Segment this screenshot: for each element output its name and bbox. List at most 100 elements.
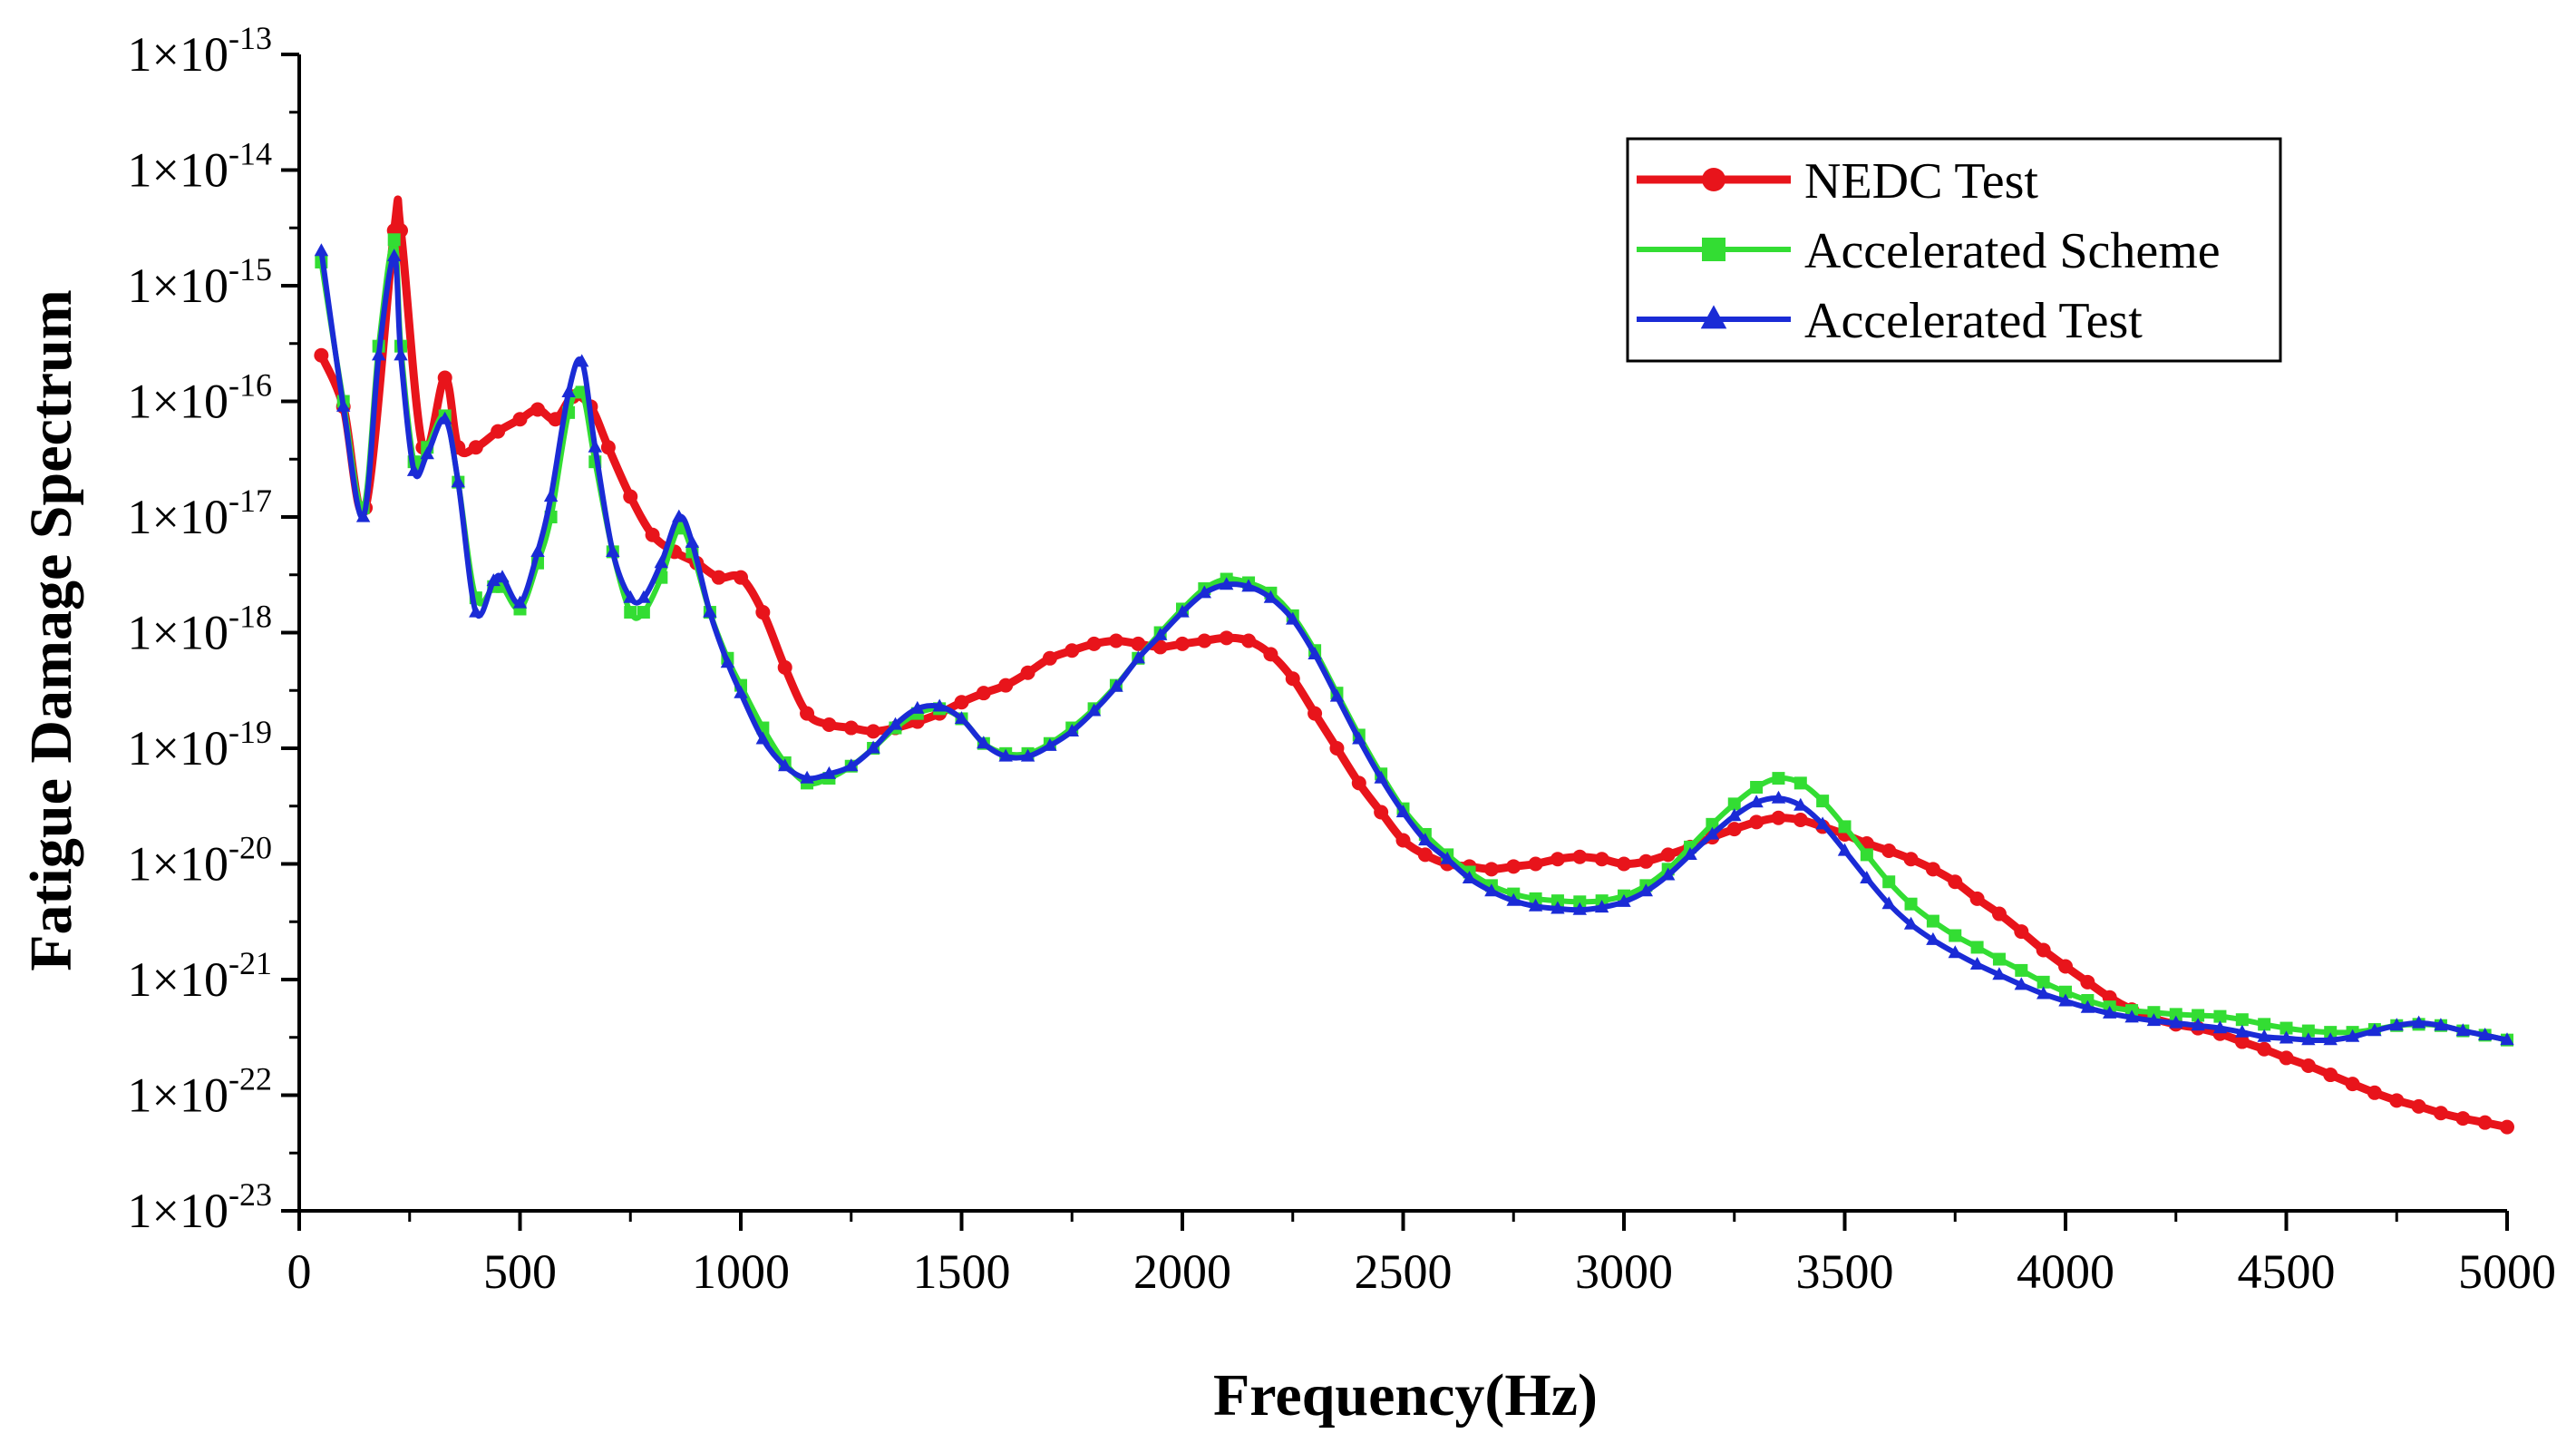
point-accelerated-test — [1881, 896, 1896, 910]
point-accelerated-test — [685, 534, 700, 548]
y-tick-label: 1×10-21 — [128, 945, 272, 1007]
point-nedc-test — [600, 440, 616, 455]
point-accelerated-test — [1926, 931, 1940, 945]
point-accelerated-test — [469, 604, 483, 618]
point-nedc-test — [2345, 1077, 2360, 1092]
legend-marker-accelerated-test — [1700, 305, 1727, 329]
point-accelerated-test — [1815, 816, 1830, 830]
point-nedc-test — [1064, 643, 1080, 658]
point-accelerated-test — [1197, 585, 1211, 599]
point-accelerated-scheme — [2280, 1021, 2293, 1035]
point-accelerated-test — [2455, 1023, 2470, 1037]
point-nedc-test — [548, 412, 563, 427]
point-nedc-test — [2411, 1098, 2426, 1114]
point-nedc-test — [1550, 852, 1565, 867]
point-nedc-test — [1969, 891, 1985, 906]
point-nedc-test — [2257, 1041, 2272, 1057]
x-tick-label: 2000 — [1133, 1244, 1231, 1299]
point-nedc-test — [1219, 630, 1234, 646]
series-layer — [314, 195, 2514, 1135]
y-tick-label: 1×10-14 — [128, 136, 272, 198]
point-accelerated-test — [703, 604, 717, 618]
point-accelerated-test — [2058, 993, 2073, 1007]
point-accelerated-test — [2345, 1029, 2360, 1042]
point-accelerated-test — [1020, 748, 1035, 762]
y-tick-label: 1×10-15 — [128, 251, 272, 313]
point-accelerated-test — [2367, 1023, 2382, 1037]
point-accelerated-test — [2103, 1005, 2117, 1019]
point-accelerated-scheme — [1838, 820, 1852, 834]
point-accelerated-test — [2124, 1009, 2139, 1023]
point-accelerated-test — [1153, 627, 1168, 640]
point-nedc-test — [1749, 814, 1764, 830]
point-nedc-test — [2036, 942, 2051, 958]
point-accelerated-scheme — [2258, 1018, 2271, 1031]
point-nedc-test — [1594, 852, 1609, 867]
point-accelerated-scheme — [2213, 1009, 2227, 1023]
point-accelerated-test — [1683, 847, 1697, 860]
point-nedc-test — [1638, 853, 1654, 869]
point-accelerated-test — [637, 590, 651, 603]
point-accelerated-test — [314, 243, 329, 257]
point-accelerated-test — [778, 758, 792, 772]
point-nedc-test — [2058, 959, 2073, 974]
y-tick-label: 1×10-23 — [128, 1176, 272, 1238]
point-accelerated-test — [336, 398, 351, 412]
x-axis-title: Frequency(Hz) — [1213, 1362, 1598, 1429]
point-accelerated-test — [372, 347, 386, 361]
point-accelerated-test — [672, 509, 686, 522]
point-accelerated-test — [561, 385, 576, 397]
point-accelerated-test — [2169, 1015, 2183, 1029]
point-accelerated-test — [1064, 724, 1079, 736]
x-tick-label: 0 — [287, 1244, 312, 1299]
point-accelerated-test — [1263, 590, 1278, 603]
point-accelerated-scheme — [1706, 817, 1719, 831]
point-nedc-test — [2014, 924, 2029, 940]
point-nedc-test — [1307, 706, 1323, 721]
point-nedc-test — [711, 570, 726, 585]
point-accelerated-scheme — [1904, 897, 1918, 911]
point-accelerated-test — [1395, 805, 1411, 818]
x-tick-label: 4500 — [2238, 1244, 2336, 1299]
legend-label-nedc-test: NEDC Test — [1804, 153, 2038, 210]
point-accelerated-test — [866, 740, 880, 754]
point-accelerated-test — [1286, 611, 1300, 625]
y-tick-label: 1×10-22 — [128, 1061, 272, 1123]
point-accelerated-test — [1109, 678, 1123, 692]
point-nedc-test — [800, 706, 815, 721]
point-accelerated-scheme — [2059, 985, 2072, 999]
point-nedc-test — [1617, 856, 1631, 872]
point-nedc-test — [1572, 849, 1588, 864]
point-accelerated-test — [1329, 688, 1345, 702]
point-accelerated-test — [1727, 808, 1742, 822]
y-tick-label: 1×10-17 — [128, 483, 272, 544]
point-accelerated-test — [394, 347, 408, 361]
point-nedc-test — [623, 489, 638, 504]
point-nedc-test — [1351, 775, 1366, 791]
point-accelerated-test — [932, 698, 947, 712]
point-accelerated-test — [1948, 945, 1962, 959]
point-nedc-test — [1285, 671, 1300, 687]
point-accelerated-test — [1506, 892, 1521, 906]
point-accelerated-test — [888, 717, 903, 730]
point-accelerated-test — [821, 766, 837, 779]
x-tick-label: 4000 — [2017, 1244, 2114, 1299]
y-axis-title: Fatigue Damage Spectrum — [18, 289, 84, 971]
legend-marker-accelerated-scheme — [1702, 238, 1725, 261]
point-nedc-test — [821, 717, 837, 732]
point-accelerated-test — [495, 570, 510, 583]
point-accelerated-test — [2080, 1000, 2095, 1013]
point-accelerated-test — [2212, 1020, 2228, 1034]
point-nedc-test — [1726, 822, 1742, 837]
point-nedc-test — [954, 695, 969, 710]
point-accelerated-test — [720, 655, 735, 668]
point-accelerated-scheme — [1949, 929, 1962, 942]
point-nedc-test — [1417, 847, 1433, 863]
point-nedc-test — [1374, 805, 1389, 820]
axes: 0 500 1000 1500 2000 2500 3000 3500 4000 4500 5000… — [128, 20, 2556, 1299]
point-nedc-test — [2367, 1085, 2382, 1100]
point-accelerated-scheme — [1793, 776, 1807, 790]
point-nedc-test — [645, 527, 660, 542]
point-accelerated-test — [588, 439, 602, 453]
point-nedc-test — [843, 720, 859, 736]
